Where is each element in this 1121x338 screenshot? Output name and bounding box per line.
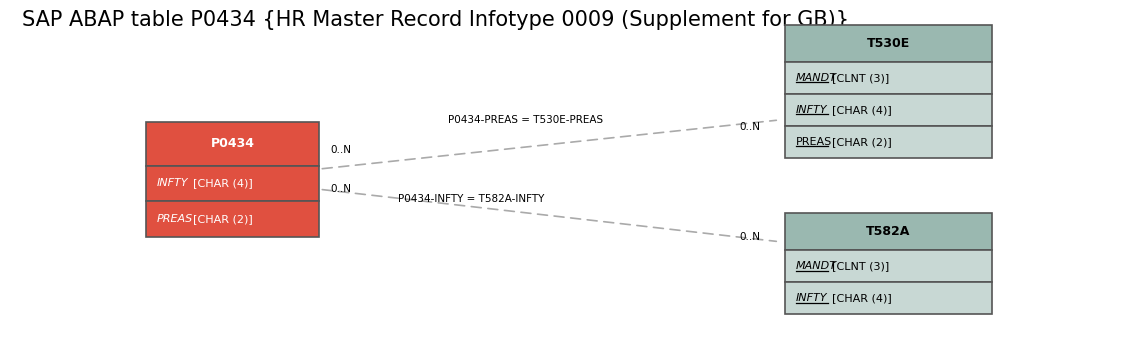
Text: [CLNT (3)]: [CLNT (3)] — [832, 261, 889, 271]
Text: SAP ABAP table P0434 {HR Master Record Infotype 0009 (Supplement for GB)}: SAP ABAP table P0434 {HR Master Record I… — [22, 10, 850, 30]
Bar — [785, 213, 992, 250]
Bar — [146, 201, 319, 237]
Text: 0..N: 0..N — [740, 122, 761, 132]
Text: P0434-PREAS = T530E-PREAS: P0434-PREAS = T530E-PREAS — [448, 115, 603, 125]
Bar — [785, 282, 992, 314]
Bar — [146, 122, 319, 166]
Text: [CLNT (3)]: [CLNT (3)] — [832, 73, 889, 83]
Text: INFTY: INFTY — [796, 293, 827, 303]
Bar — [785, 126, 992, 158]
Text: MANDT: MANDT — [796, 261, 837, 271]
Text: [CHAR (4)]: [CHAR (4)] — [193, 178, 252, 188]
Text: INFTY: INFTY — [796, 105, 827, 115]
Text: [CHAR (2)]: [CHAR (2)] — [193, 214, 252, 224]
Text: [CHAR (4)]: [CHAR (4)] — [832, 105, 891, 115]
Text: INFTY: INFTY — [157, 178, 188, 188]
Bar — [785, 25, 992, 62]
Text: P0434-INFTY = T582A-INFTY: P0434-INFTY = T582A-INFTY — [398, 194, 545, 204]
Bar — [785, 62, 992, 94]
Text: [CHAR (4)]: [CHAR (4)] — [832, 293, 891, 303]
Bar — [146, 166, 319, 201]
Text: PREAS: PREAS — [796, 137, 832, 147]
Text: T582A: T582A — [867, 225, 910, 238]
Text: T530E: T530E — [867, 37, 910, 50]
Text: PREAS: PREAS — [157, 214, 193, 224]
Text: 0..N: 0..N — [331, 145, 352, 155]
Text: 0..N: 0..N — [740, 232, 761, 242]
Bar — [785, 250, 992, 282]
Text: P0434: P0434 — [211, 137, 254, 150]
Text: [CHAR (2)]: [CHAR (2)] — [832, 137, 891, 147]
Text: MANDT: MANDT — [796, 73, 837, 83]
Text: 0..N: 0..N — [331, 184, 352, 194]
Bar — [785, 94, 992, 126]
